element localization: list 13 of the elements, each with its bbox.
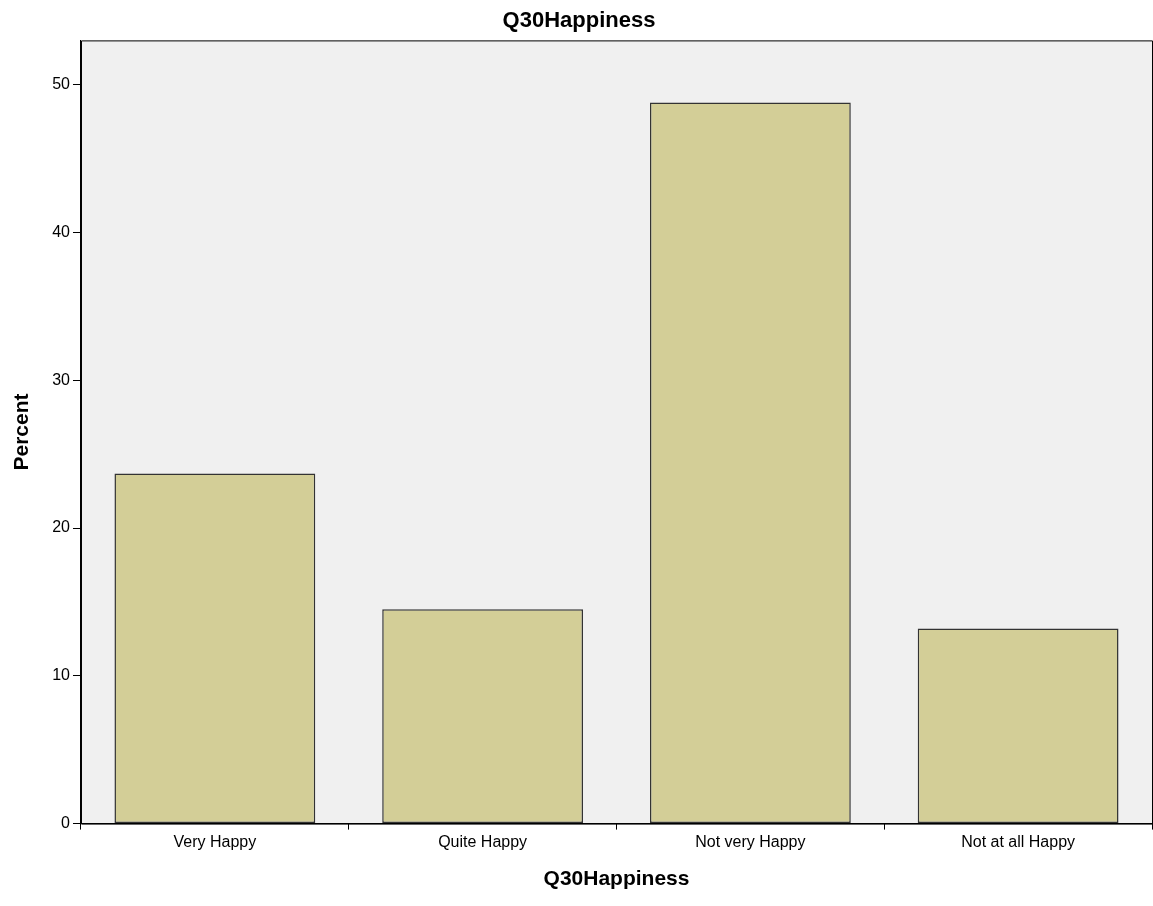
y-tick-label: 50 [52,75,71,93]
y-axis-title: Percent [9,393,33,471]
y-tick-label: 20 [52,518,71,536]
x-tick-label: Not at all Happy [961,832,1076,850]
y-tick-label: 30 [52,370,71,388]
y-tick-label: 10 [52,666,71,684]
chart-title: Q30Happiness [502,7,656,33]
x-tick-label: Not very Happy [695,832,806,850]
y-tick-label: 0 [61,814,71,832]
y-tick-label: 40 [52,222,71,240]
x-tick-label: Quite Happy [438,832,528,850]
x-tick-label: Very Happy [173,832,257,850]
x-axis-title: Q30Happiness [543,866,690,890]
